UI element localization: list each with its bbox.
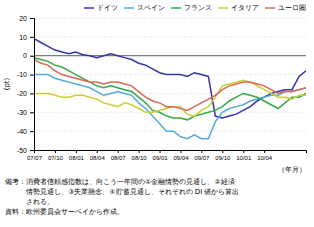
y-tick-label: -10 bbox=[17, 71, 27, 78]
y-axis: 20 10 0 -10 -20 -30 -40 -50 bbox=[17, 15, 35, 154]
x-tick-mark bbox=[180, 150, 181, 153]
x-tick-mark bbox=[34, 150, 35, 153]
x-tick: 09/04 bbox=[173, 150, 189, 161]
series-line bbox=[34, 39, 306, 118]
x-tick-mark bbox=[118, 150, 119, 153]
legend-item: ユーロ圏 bbox=[265, 4, 306, 12]
x-tick-mark bbox=[160, 150, 161, 153]
legend-label: イタリア bbox=[231, 4, 259, 12]
chart: 20 10 0 -10 -20 -30 -40 -5007/07 07/10 08/01 08/04… bbox=[0, 0, 314, 227]
legend-swatch bbox=[218, 7, 228, 9]
legend-swatch bbox=[171, 7, 181, 9]
x-tick: 08/10 bbox=[132, 150, 148, 161]
y-tick-mark bbox=[30, 56, 34, 57]
legend-label: ドイツ bbox=[97, 4, 118, 12]
x-tick-mark bbox=[139, 150, 140, 153]
x-tick-label: 08/07 bbox=[111, 155, 127, 161]
legend-swatch bbox=[265, 7, 275, 9]
y-tick-mark bbox=[30, 93, 34, 94]
x-tick-mark bbox=[222, 150, 223, 153]
x-axis: 07/07 07/10 08/01 08/04 08/07 08/10 09/01 09/04… bbox=[27, 150, 307, 161]
x-tick-label: 08/01 bbox=[69, 155, 85, 161]
legend-swatch bbox=[124, 7, 134, 9]
series-line bbox=[34, 58, 306, 120]
legend: ドイツ スペイン フランス イタリア ユーロ圏 bbox=[84, 4, 306, 12]
x-tick: 07/07 bbox=[27, 150, 43, 161]
grid-line bbox=[34, 112, 306, 113]
y-tick-label: 10 bbox=[19, 34, 27, 41]
grid-line bbox=[34, 36, 306, 37]
legend-item: フランス bbox=[171, 4, 212, 12]
x-tick: 10/04 bbox=[257, 150, 273, 161]
x-tick-mark bbox=[76, 150, 77, 153]
grid-line bbox=[34, 93, 306, 94]
x-tick-mark bbox=[55, 150, 56, 153]
y-tick-mark bbox=[30, 37, 34, 38]
x-tick-mark bbox=[243, 150, 244, 153]
x-tick: 08/01 bbox=[69, 150, 85, 161]
x-tick-label: 10/01 bbox=[236, 155, 252, 161]
x-tick: 08/04 bbox=[90, 150, 106, 161]
y-tick-label: -50 bbox=[17, 147, 27, 154]
y-tick-label: -20 bbox=[17, 90, 27, 97]
x-tick-label: 07/07 bbox=[27, 155, 43, 161]
x-tick-mark bbox=[201, 150, 202, 153]
x-tick: 09/07 bbox=[194, 150, 210, 161]
plot: 20 10 0 -10 -20 -30 -40 -5007/07 07/10 08/01 08/04… bbox=[17, 15, 307, 162]
y-tick: -30 bbox=[17, 109, 34, 116]
footnote: 備考：消費者信頼感指数は、向こう一年間の①金融情勢の見通し、②経済 bbox=[5, 178, 235, 186]
series-line bbox=[34, 59, 306, 110]
y-tick: -50 bbox=[17, 147, 34, 154]
x-tick-label: 09/04 bbox=[173, 155, 189, 161]
x-tick: 09/01 bbox=[153, 150, 169, 161]
zero-line bbox=[34, 55, 306, 56]
x-tick-mark bbox=[264, 150, 265, 153]
y-tick-label: 20 bbox=[19, 15, 27, 22]
y-axis-line bbox=[30, 19, 35, 151]
x-tick-label: 07/10 bbox=[48, 155, 64, 161]
y-tick: -20 bbox=[17, 90, 34, 97]
x-tick: 10/01 bbox=[236, 150, 252, 161]
y-label: (pt) bbox=[3, 77, 11, 90]
x-axis-line bbox=[35, 151, 307, 154]
legend-item: ドイツ bbox=[84, 4, 118, 12]
footnote: 情勢見通し、③失業懸念、④貯蓄見通し、それぞれの DI 値から算出 bbox=[5, 188, 239, 196]
x-tick-mark bbox=[97, 150, 98, 153]
x-tick-label: 09/01 bbox=[153, 155, 169, 161]
x-label: （年月） bbox=[278, 166, 306, 174]
y-tick-mark bbox=[30, 75, 34, 76]
x-tick: 08/07 bbox=[111, 150, 127, 161]
y-tick-label: -40 bbox=[17, 128, 27, 135]
footnote: される。 bbox=[5, 198, 54, 206]
x-tick-label: 10/04 bbox=[257, 155, 273, 161]
legend-swatch bbox=[84, 7, 94, 9]
x-tick: 09/10 bbox=[215, 150, 231, 161]
footnote: 資料：欧州委員会サーベイから作成。 bbox=[5, 208, 124, 216]
legend-item: スペイン bbox=[124, 4, 165, 12]
y-tick-mark bbox=[30, 150, 34, 151]
y-tick: -10 bbox=[17, 71, 34, 78]
y-tick: -40 bbox=[17, 128, 34, 135]
y-tick: 0 bbox=[23, 52, 34, 59]
y-tick-mark bbox=[30, 18, 34, 19]
y-tick-label: -30 bbox=[17, 109, 27, 116]
footnotes: 備考：消費者信頼感指数は、向こう一年間の①金融情勢の見通し、②経済 情勢見通し、… bbox=[5, 178, 239, 216]
lines bbox=[34, 39, 306, 139]
x-tick: 07/10 bbox=[48, 150, 64, 161]
y-tick: 10 bbox=[19, 34, 34, 41]
x-tick-label: 09/10 bbox=[215, 155, 231, 161]
x-tick-label: 09/07 bbox=[194, 155, 210, 161]
x-tick-label: 08/10 bbox=[132, 155, 148, 161]
x-tick-label: 08/04 bbox=[90, 155, 106, 161]
y-tick: 20 bbox=[19, 15, 34, 22]
grid-line bbox=[34, 18, 306, 19]
legend-item: イタリア bbox=[218, 4, 259, 12]
y-tick-mark bbox=[30, 112, 34, 113]
legend-label: フランス bbox=[184, 4, 212, 12]
y-tick-mark bbox=[30, 131, 34, 132]
legend-label: スペイン bbox=[137, 4, 165, 12]
grid bbox=[34, 18, 306, 150]
y-tick-label: 0 bbox=[23, 52, 27, 59]
legend-label: ユーロ圏 bbox=[278, 4, 306, 12]
